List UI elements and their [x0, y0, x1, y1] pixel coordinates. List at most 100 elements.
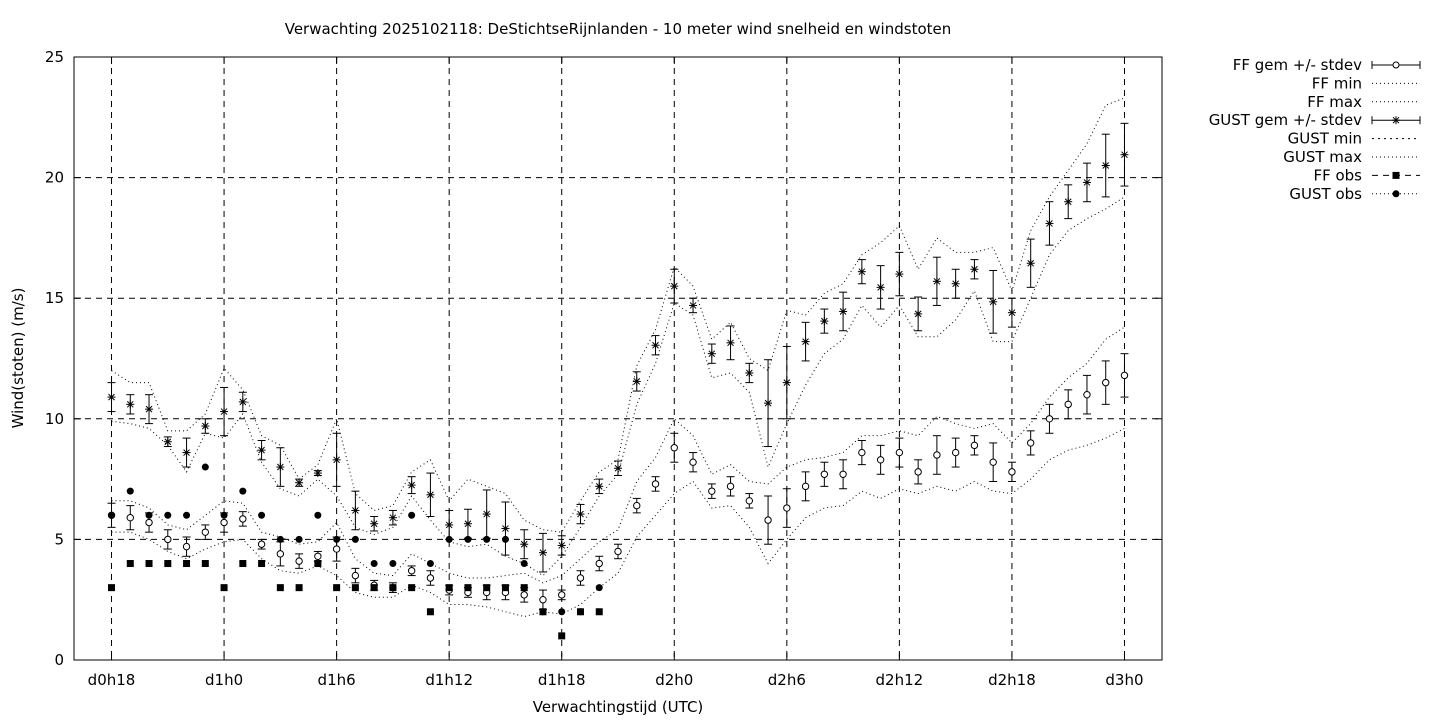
legend-label: FF gem +/- stdev — [1233, 56, 1362, 74]
ff-gem-point — [182, 542, 191, 551]
legend-ff-obs-marker — [1392, 171, 1400, 179]
gust-min-max-band — [111, 97, 1125, 577]
ff-obs-point — [145, 560, 153, 568]
ff-gem-point — [576, 574, 585, 582]
gust-obs-point — [520, 560, 528, 568]
gust-gem-point — [689, 301, 698, 310]
gust-gem-point — [670, 282, 679, 291]
gust-gem-point — [220, 407, 229, 416]
ff-obs-point — [351, 584, 359, 592]
ff-gem-point — [670, 444, 678, 452]
ff-gem-point — [1064, 400, 1072, 409]
y-tick-label: 15 — [45, 289, 64, 307]
ff-gem-point — [951, 448, 960, 457]
gust-obs-point — [239, 487, 247, 495]
ff-obs-point — [295, 584, 303, 592]
ff-gem-point — [1045, 415, 1054, 423]
ff-gem-point — [745, 497, 754, 505]
ff-gem-point — [633, 501, 641, 510]
gust-gem-point — [1026, 259, 1035, 268]
legend-label: FF min — [1312, 74, 1362, 92]
x-tick-label: d3h0 — [1105, 671, 1143, 689]
gust-obs-point — [314, 511, 322, 519]
x-tick-label: d1h12 — [425, 671, 473, 689]
gust-gem-point — [951, 279, 960, 288]
ff-gem-point — [614, 547, 622, 556]
ff-gem-point — [539, 596, 547, 604]
gust-gem-point — [1064, 197, 1073, 206]
gust-obs-point — [145, 511, 153, 519]
gust-obs-point — [370, 560, 378, 568]
ff-obs-point — [389, 584, 397, 592]
gust-gem-point — [163, 437, 172, 446]
gust-gem-point — [1007, 308, 1016, 317]
ff-obs-point — [276, 584, 284, 592]
gust-obs-point — [539, 608, 547, 616]
gust-gem-point — [126, 400, 135, 409]
gust-gem-point — [313, 469, 322, 478]
ff-gem-point — [726, 482, 735, 491]
ff-gem-point — [651, 480, 660, 488]
ff-obs-point — [445, 584, 453, 592]
ff-gem-point — [1083, 390, 1091, 399]
ff-obs-point — [220, 584, 228, 592]
gust-min-line — [111, 196, 1125, 577]
ff-gem-point — [314, 552, 322, 560]
plot-frame — [73, 56, 1163, 661]
ff-gem-point — [145, 518, 153, 527]
legend-label: FF max — [1307, 93, 1362, 111]
ff-gem-point — [933, 451, 941, 459]
gust-gem-point — [538, 548, 547, 557]
series-points — [107, 122, 1129, 640]
ff-gem-point — [257, 540, 266, 548]
gust-obs-point — [426, 560, 434, 568]
gust-gem-point — [295, 478, 304, 487]
ff-gem-point — [164, 535, 172, 544]
gust-obs-point — [126, 487, 134, 495]
gust-gem-point — [407, 481, 416, 490]
x-tick-label: d1h6 — [318, 671, 356, 689]
x-tick-label: d2h0 — [655, 671, 693, 689]
ff-obs-point — [501, 584, 509, 592]
gust-obs-point — [183, 511, 191, 519]
gust-gem-point — [201, 422, 210, 431]
gust-gem-point — [820, 317, 829, 326]
y-tick-label: 0 — [54, 651, 64, 669]
ff-gem-point — [801, 482, 810, 491]
ff-gem-point — [783, 504, 791, 512]
gust-obs-point — [595, 584, 603, 592]
ff-gem-point — [895, 448, 904, 457]
gust-obs-point — [351, 535, 359, 543]
gust-obs-point — [408, 511, 416, 519]
gust-gem-point — [182, 448, 191, 457]
legend-label: FF obs — [1313, 166, 1362, 184]
gust-obs-point — [108, 511, 116, 519]
ff-obs-point — [126, 560, 134, 568]
ff-gem-point — [276, 550, 285, 558]
gust-gem-point — [107, 393, 116, 402]
ff-gem-point — [820, 470, 829, 478]
ff-gem-point — [520, 591, 528, 599]
gust-gem-point — [745, 368, 754, 377]
ff-obs-point — [426, 608, 434, 616]
gust-obs-point — [333, 535, 341, 543]
gust-gem-point — [576, 510, 585, 519]
gust-gem-point — [932, 277, 941, 286]
gust-gem-point — [238, 397, 247, 406]
gust-gem-point — [876, 283, 885, 292]
ff-gem-point — [708, 487, 716, 495]
gust-gem-point — [970, 265, 979, 274]
x-tick-label: d0h18 — [88, 671, 136, 689]
gust-obs-point — [164, 511, 172, 519]
ff-gem-point — [351, 571, 360, 580]
ff-gem-point — [970, 441, 979, 450]
y-tick-label: 25 — [45, 48, 64, 66]
ff-obs-point — [464, 584, 472, 592]
legend-label: GUST gem +/- stdev — [1209, 111, 1362, 129]
ff-obs-point — [164, 560, 172, 568]
ff-gem-point — [220, 518, 228, 527]
ff-obs-point — [408, 584, 416, 592]
gust-gem-point — [463, 519, 472, 528]
ff-gem-point — [126, 513, 134, 522]
